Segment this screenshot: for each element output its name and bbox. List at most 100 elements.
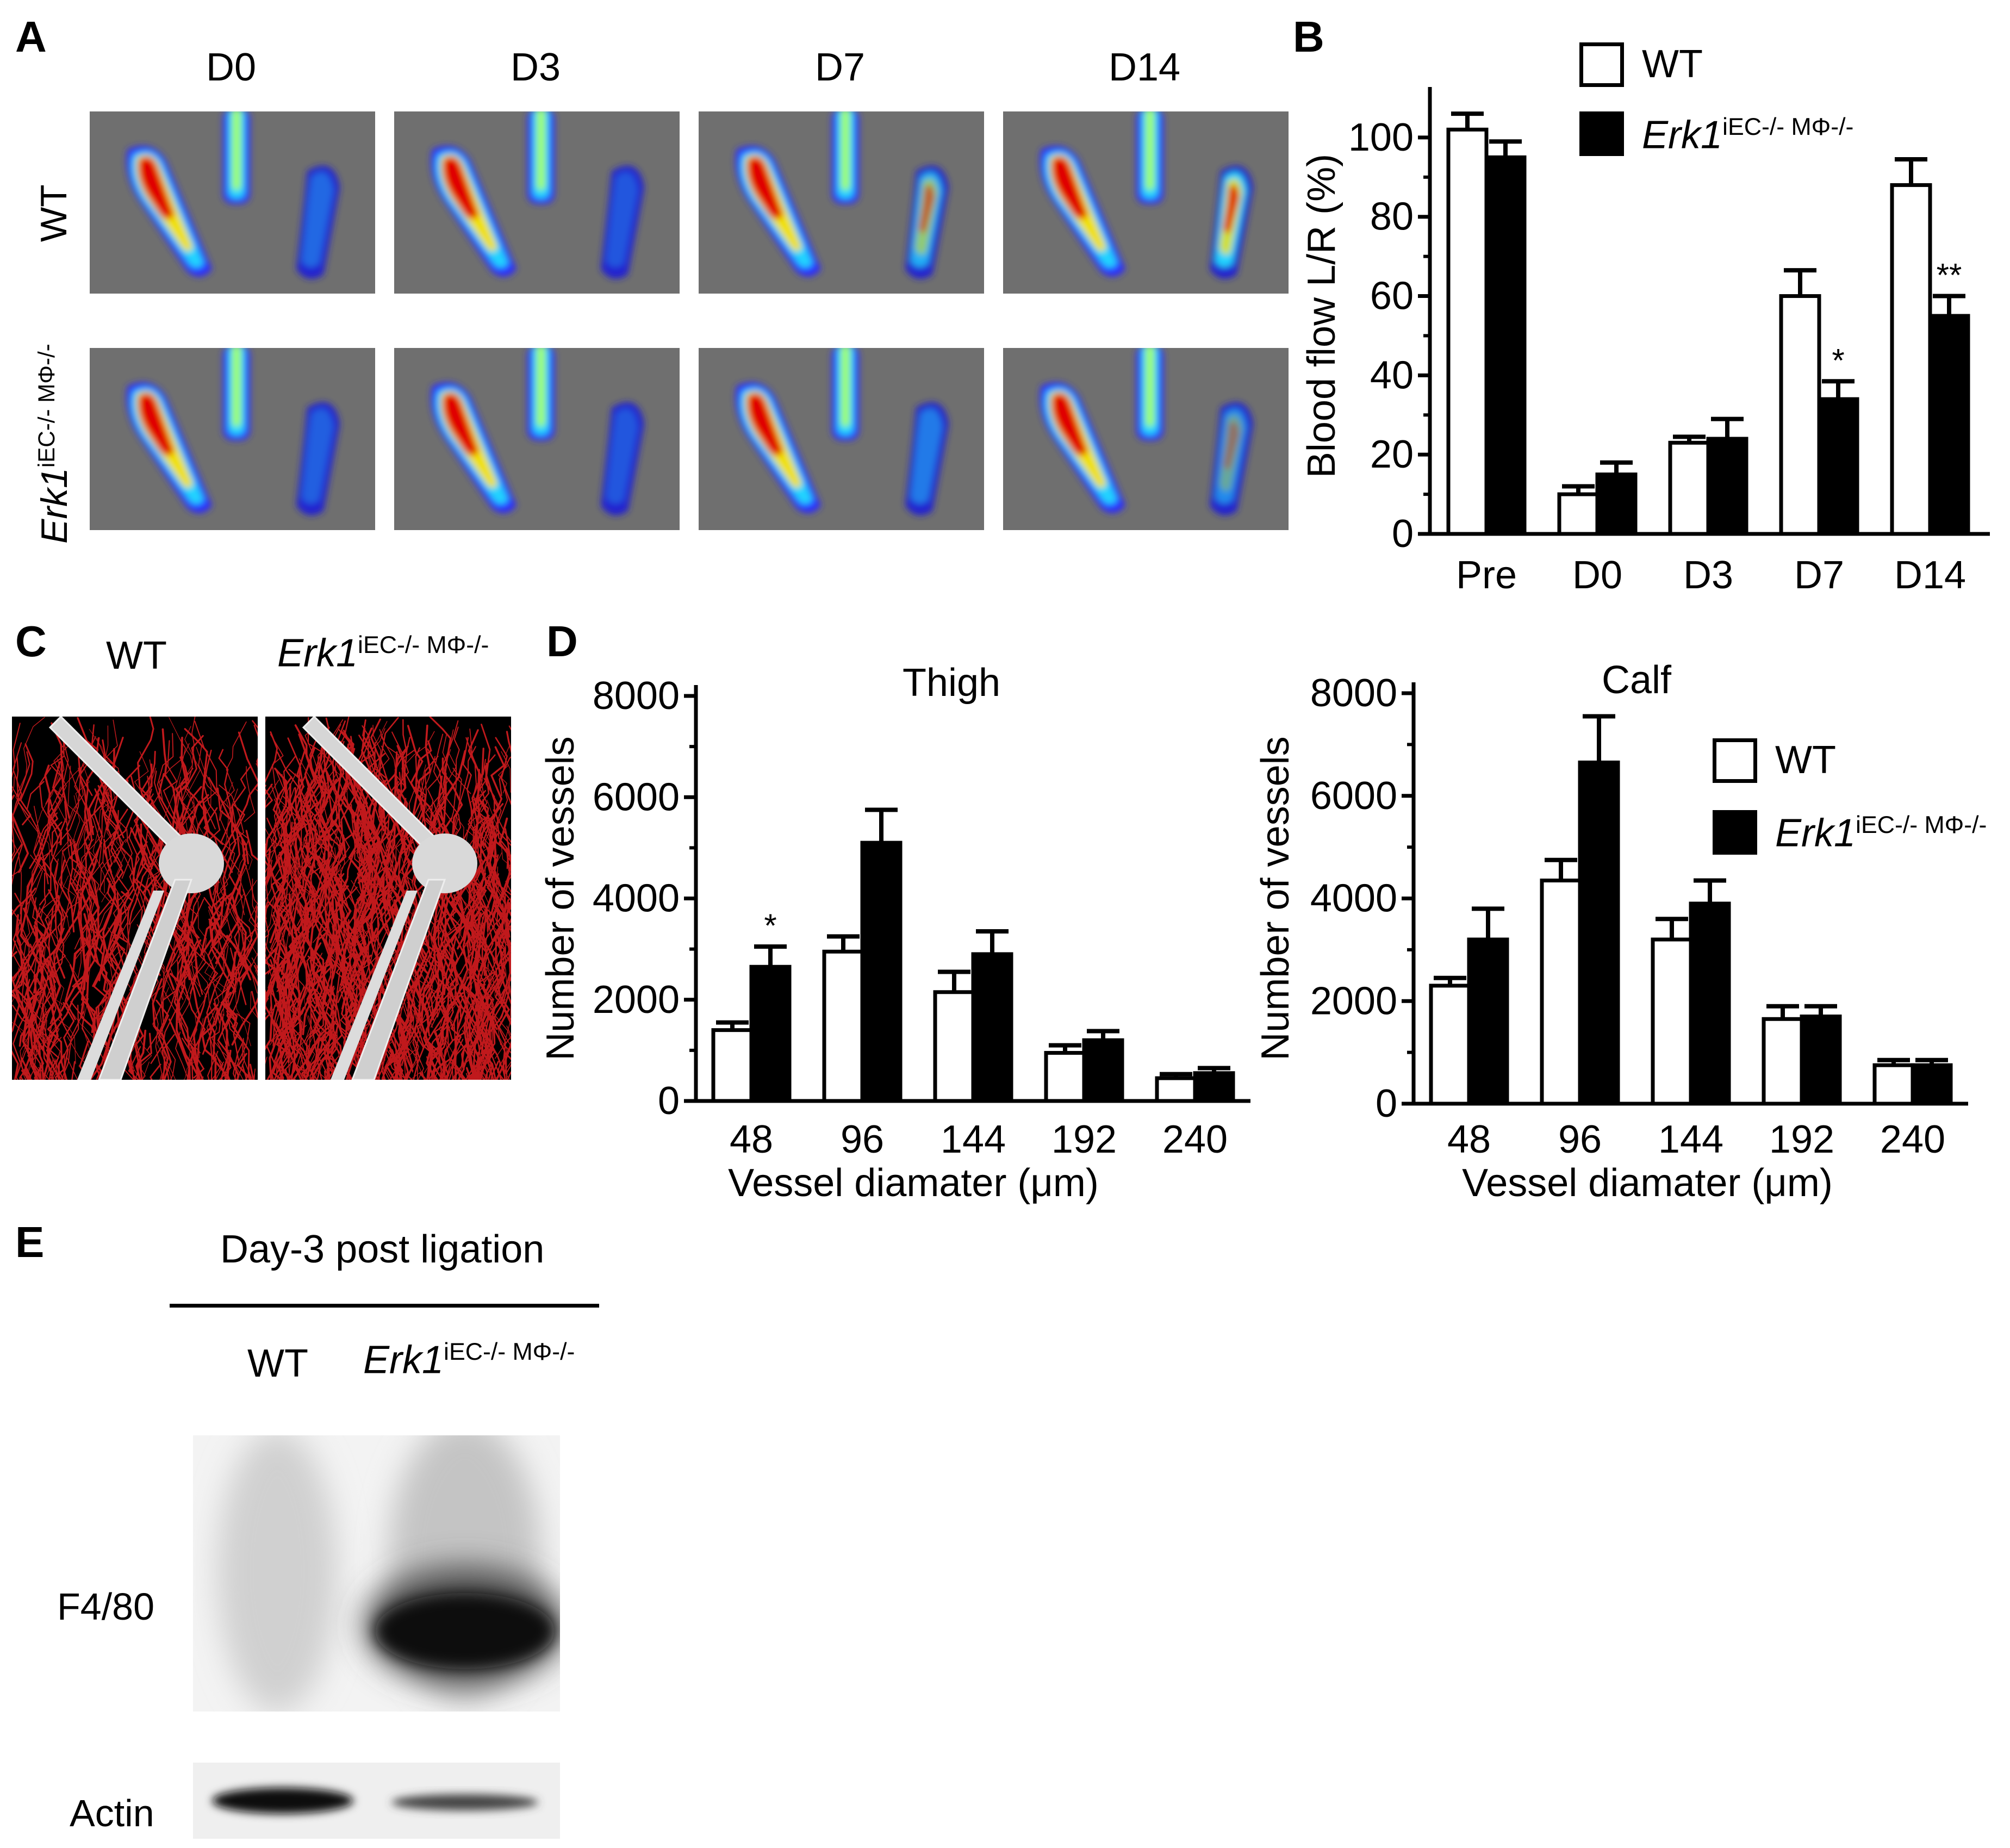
legend-swatch-erk1-d [1713, 810, 1757, 855]
y-tick-label: 2000 [1310, 979, 1397, 1023]
bar-d-thigh-wt-144 [933, 990, 975, 1103]
bar-b-erk1-d3 [1706, 437, 1748, 536]
y-tick-label: 4000 [1310, 877, 1397, 920]
ldpi-scan-wt-d0 [90, 111, 375, 294]
panel-label-c: C [15, 617, 47, 665]
band-actin-wt [212, 1788, 353, 1814]
bar-d-thigh-wt-192 [1044, 1051, 1086, 1103]
y-tick-label: 40 [1370, 353, 1414, 397]
panel-label-a: A [15, 13, 47, 61]
panel-label-e: E [15, 1218, 45, 1266]
lane-label-erk1: Erk1iEC-/- MΦ-/- [363, 1338, 575, 1382]
bar-d-calf-erk1-48 [1467, 937, 1509, 1106]
column-title-d0: D0 [206, 46, 257, 89]
band-label-f480: F4/80 [57, 1585, 154, 1628]
legend-label-wt: WT [1642, 42, 1703, 86]
band-actin-erk1 [391, 1794, 538, 1810]
panel-label-b: B [1293, 13, 1324, 61]
chart-title: Calf [1602, 658, 1672, 702]
bar-d-calf-erk1-240 [1911, 1063, 1953, 1106]
knee-joint [412, 833, 477, 893]
ldpi-scan-erk1-d3 [394, 348, 680, 530]
bar-d-thigh-erk1-96 [860, 841, 903, 1103]
significance-marker: * [1832, 342, 1844, 378]
bar-d-thigh-erk1-48 [749, 965, 792, 1103]
y-tick-label: 100 [1348, 116, 1414, 159]
chart-blood-flow: 0 20 40 60 80 100 Blood flow L/R (%) Pre D0 D3 D7 *… [1283, 43, 2010, 620]
x-axis-label: Vessel diamater (μm) [728, 1161, 1099, 1205]
column-title-d7: D7 [814, 46, 866, 89]
row-label-erk1: Erk1iEC-/- MΦ-/- [34, 344, 76, 544]
y-tick-label: 4000 [593, 877, 680, 920]
band-f480-erk1 [375, 1593, 555, 1669]
bar-b-erk1-d14 [1928, 314, 1970, 536]
bar-b-wt-d7 [1779, 294, 1821, 536]
y-axis-label: Number of vessels [539, 736, 582, 1060]
x-tick-label: 96 [841, 1118, 884, 1161]
knee-joint [159, 833, 224, 893]
ldpi-scan-erk1-d7 [699, 348, 984, 530]
panel-label-d: D [546, 617, 578, 665]
fibula-bone [77, 891, 164, 1080]
x-tick-label: D14 [1894, 553, 1966, 597]
tibia-bone [351, 879, 446, 1080]
bar-d-calf-erk1-144 [1689, 901, 1731, 1106]
bar-b-wt-d0 [1557, 492, 1600, 536]
bar-b-erk1-d7 [1817, 397, 1859, 536]
bar-d-thigh-wt-48 [711, 1028, 754, 1103]
bar-d-calf-wt-240 [1872, 1063, 1915, 1106]
x-tick-label: 144 [1658, 1118, 1723, 1161]
legend-swatch-wt-d [1713, 738, 1757, 783]
ldpi-scan-erk1-d0 [90, 348, 375, 530]
column-title-d3: D3 [510, 46, 561, 89]
angio-label-erk1: Erk1iEC-/- MΦ-/- [277, 631, 489, 675]
fibula-bone [331, 891, 418, 1080]
y-tick-label: 0 [658, 1079, 680, 1123]
ldpi-scan-wt-d14 [1003, 111, 1289, 294]
chart-calf-svg: 0 2000 4000 6000 8000 Number of vessels 48 96 14… [1254, 658, 1968, 1205]
x-tick-label: 240 [1162, 1118, 1228, 1161]
x-tick-label: D3 [1683, 553, 1733, 597]
chart-calf: 0 2000 4000 6000 8000 Number of vessels 48 96 14… [1254, 658, 2010, 1207]
x-tick-label: 192 [1051, 1118, 1117, 1161]
bar-b-wt-d14 [1890, 183, 1932, 536]
y-tick-label: 20 [1370, 433, 1414, 476]
ldpi-scan-wt-d7 [699, 111, 984, 294]
x-tick-label: 48 [1447, 1118, 1491, 1161]
y-tick-label: 8000 [1310, 671, 1397, 715]
bar-b-wt-d3 [1668, 440, 1710, 536]
bar-d-calf-erk1-96 [1578, 760, 1620, 1106]
ldpi-scan-wt-d3 [394, 111, 680, 294]
row-label-wt: WT [33, 184, 74, 242]
bar-d-calf-wt-144 [1651, 937, 1693, 1106]
column-title-d14: D14 [1108, 46, 1181, 89]
x-tick-label: 96 [1558, 1118, 1602, 1161]
legend-swatch-wt [1579, 42, 1624, 87]
y-tick-label: 8000 [593, 674, 680, 718]
x-tick-label: D0 [1572, 553, 1622, 597]
chart-thigh: 0 2000 4000 6000 8000 Number of vessels 48 * 96 1… [538, 658, 1256, 1207]
blot-title: Day-3 post ligation [220, 1228, 545, 1271]
bar-b-erk1-pre [1484, 155, 1527, 536]
chart-thigh-svg: 0 2000 4000 6000 8000 Number of vessels 48 * 96 1… [539, 661, 1250, 1205]
legend-label-erk1: Erk1iEC-/- MΦ-/- [1642, 113, 1854, 157]
bar-d-calf-wt-48 [1429, 984, 1471, 1106]
x-tick-label: Pre [1456, 553, 1517, 597]
tibia-bone [98, 879, 193, 1080]
y-tick-label: 80 [1370, 195, 1414, 239]
x-axis-label: Vessel diamater (μm) [1462, 1161, 1833, 1205]
x-tick-label: 48 [730, 1118, 773, 1161]
blot-title-underline [170, 1304, 599, 1308]
x-tick-label: 144 [941, 1118, 1006, 1161]
bar-d-thigh-erk1-144 [971, 952, 1013, 1103]
blot-f480 [193, 1435, 560, 1712]
y-tick-label: 60 [1370, 275, 1414, 318]
x-tick-label: 240 [1880, 1118, 1945, 1161]
band-label-actin: Actin [70, 1792, 154, 1834]
lane-label-wt: WT [247, 1342, 308, 1385]
bar-d-calf-erk1-192 [1800, 1015, 1842, 1106]
x-tick-label: 192 [1769, 1118, 1834, 1161]
bar-b-erk1-d0 [1595, 472, 1638, 536]
